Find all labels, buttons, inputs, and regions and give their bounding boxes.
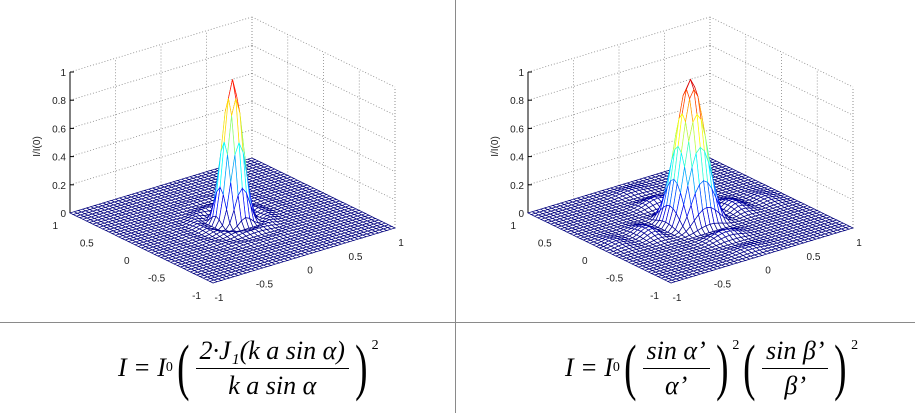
exponent: 2 bbox=[371, 337, 379, 353]
x-tick-label: -1 bbox=[673, 293, 682, 304]
surface-plot-circular-aperture: 0 0.2 0.4 0.6 0.8 1 I/I(0) -1 -0.5 0 0.5 1 -1 -0.5 0 0.… bbox=[32, 16, 404, 304]
grid-line bbox=[709, 44, 854, 116]
x-tick-label: -0.5 bbox=[714, 279, 732, 290]
formula-factor: (2·J₁(k a sin α) k a sin α) 2 bbox=[173, 336, 379, 401]
fraction: sin β’ β’ bbox=[762, 336, 829, 401]
left-paren: ( bbox=[177, 334, 190, 402]
grid-line bbox=[251, 101, 396, 172]
x-tick-label: 0 bbox=[765, 266, 771, 277]
y-tick-label: -1 bbox=[650, 291, 659, 302]
fraction-numerator: sin β’ bbox=[762, 336, 829, 369]
formula-lhs: I = I bbox=[118, 353, 166, 382]
grid-line bbox=[709, 16, 854, 88]
fraction: sin α’ α’ bbox=[642, 336, 710, 401]
left-paren: ( bbox=[743, 334, 756, 402]
x-tick-label: -1 bbox=[215, 293, 224, 304]
grid-line bbox=[709, 73, 854, 144]
z-tick-label: 1 bbox=[60, 68, 66, 79]
left-paren: ( bbox=[624, 334, 637, 402]
z-tick-label: 0 bbox=[518, 209, 524, 220]
y-tick-label: 0.5 bbox=[538, 239, 552, 250]
x-tick-label: 0.5 bbox=[349, 252, 363, 263]
mesh-cell bbox=[666, 279, 677, 284]
z-tick-label: 0.8 bbox=[510, 96, 524, 107]
fraction-numerator: sin α’ bbox=[642, 336, 710, 369]
formula-circular-aperture: I = I 0(2·J₁(k a sin α) k a sin α) 2 bbox=[118, 328, 379, 408]
z-tick-label: 0 bbox=[60, 209, 66, 220]
surface-plot-rectangular-aperture: 0 0.2 0.4 0.6 0.8 1 I/I(0) -1 -0.5 0 0.5 1 -1 -0.5 0 0.… bbox=[490, 16, 862, 304]
mesh-cell bbox=[208, 279, 219, 284]
surface-mesh bbox=[527, 78, 854, 284]
y-tick-label: -1 bbox=[192, 291, 201, 302]
z-tick-label: 0.8 bbox=[52, 96, 66, 107]
z-tick-label: 0.2 bbox=[52, 181, 66, 192]
y-tick-label: 0 bbox=[124, 256, 130, 267]
horizontal-divider bbox=[0, 322, 915, 323]
formula-subscript: 0 bbox=[165, 360, 173, 375]
fraction-denominator: α’ bbox=[664, 370, 688, 400]
x-tick-label: 1 bbox=[856, 238, 862, 249]
z-tick-label: 0.4 bbox=[52, 153, 66, 164]
right-paren: ) bbox=[355, 334, 368, 402]
right-paren: ) bbox=[834, 334, 847, 402]
grid-line bbox=[251, 129, 396, 201]
formula-lhs: I = I bbox=[565, 353, 613, 382]
vertical-divider bbox=[455, 0, 456, 413]
fraction-denominator: β’ bbox=[784, 370, 807, 400]
grid-line bbox=[709, 101, 854, 172]
exponent: 2 bbox=[851, 337, 859, 353]
z-axis-label: I/I(0) bbox=[32, 136, 43, 157]
grid-line bbox=[251, 16, 396, 88]
y-tick-label: 0.5 bbox=[80, 239, 94, 250]
y-tick-label: 1 bbox=[510, 221, 516, 232]
x-tick-label: -0.5 bbox=[256, 279, 274, 290]
right-paren: ) bbox=[715, 334, 729, 402]
formula-subscript: 0 bbox=[612, 360, 620, 375]
fraction: 2·J₁(k a sin α) k a sin α bbox=[195, 336, 349, 401]
formula-factor: (sin α’ α’) 2 bbox=[620, 336, 739, 401]
z-tick-label: 0.6 bbox=[52, 124, 66, 135]
surface-plots: 0 0.2 0.4 0.6 0.8 1 I/I(0) -1 -0.5 0 0.5 1 -1 -0.5 0 0.… bbox=[32, 16, 862, 304]
z-tick-label: 0.2 bbox=[510, 181, 524, 192]
fraction-numerator: 2·J₁(k a sin α) bbox=[195, 336, 349, 369]
grid-line bbox=[251, 73, 396, 144]
y-tick-label: -0.5 bbox=[148, 274, 166, 285]
z-tick-label: 0.4 bbox=[510, 153, 524, 164]
formula-factor: (sin β’ β’) 2 bbox=[739, 336, 858, 401]
formula-rectangular-aperture: I = I 0(sin α’ α’) 2(sin β’ β’) 2 bbox=[565, 328, 858, 408]
z-tick-label: 1 bbox=[518, 68, 524, 79]
surface-mesh bbox=[69, 79, 396, 284]
x-tick-label: 0.5 bbox=[807, 252, 821, 263]
x-tick-label: 1 bbox=[398, 238, 404, 249]
x-tick-label: 0 bbox=[307, 266, 313, 277]
y-tick-label: 0 bbox=[582, 256, 588, 267]
grid-line bbox=[709, 129, 854, 201]
fraction-denominator: k a sin α bbox=[228, 370, 317, 400]
y-tick-label: 1 bbox=[52, 221, 58, 232]
exponent: 2 bbox=[732, 337, 740, 353]
z-axis-label: I/I(0) bbox=[490, 136, 501, 157]
z-tick-label: 0.6 bbox=[510, 124, 524, 135]
grid-line bbox=[251, 44, 396, 116]
y-tick-label: -0.5 bbox=[606, 274, 624, 285]
